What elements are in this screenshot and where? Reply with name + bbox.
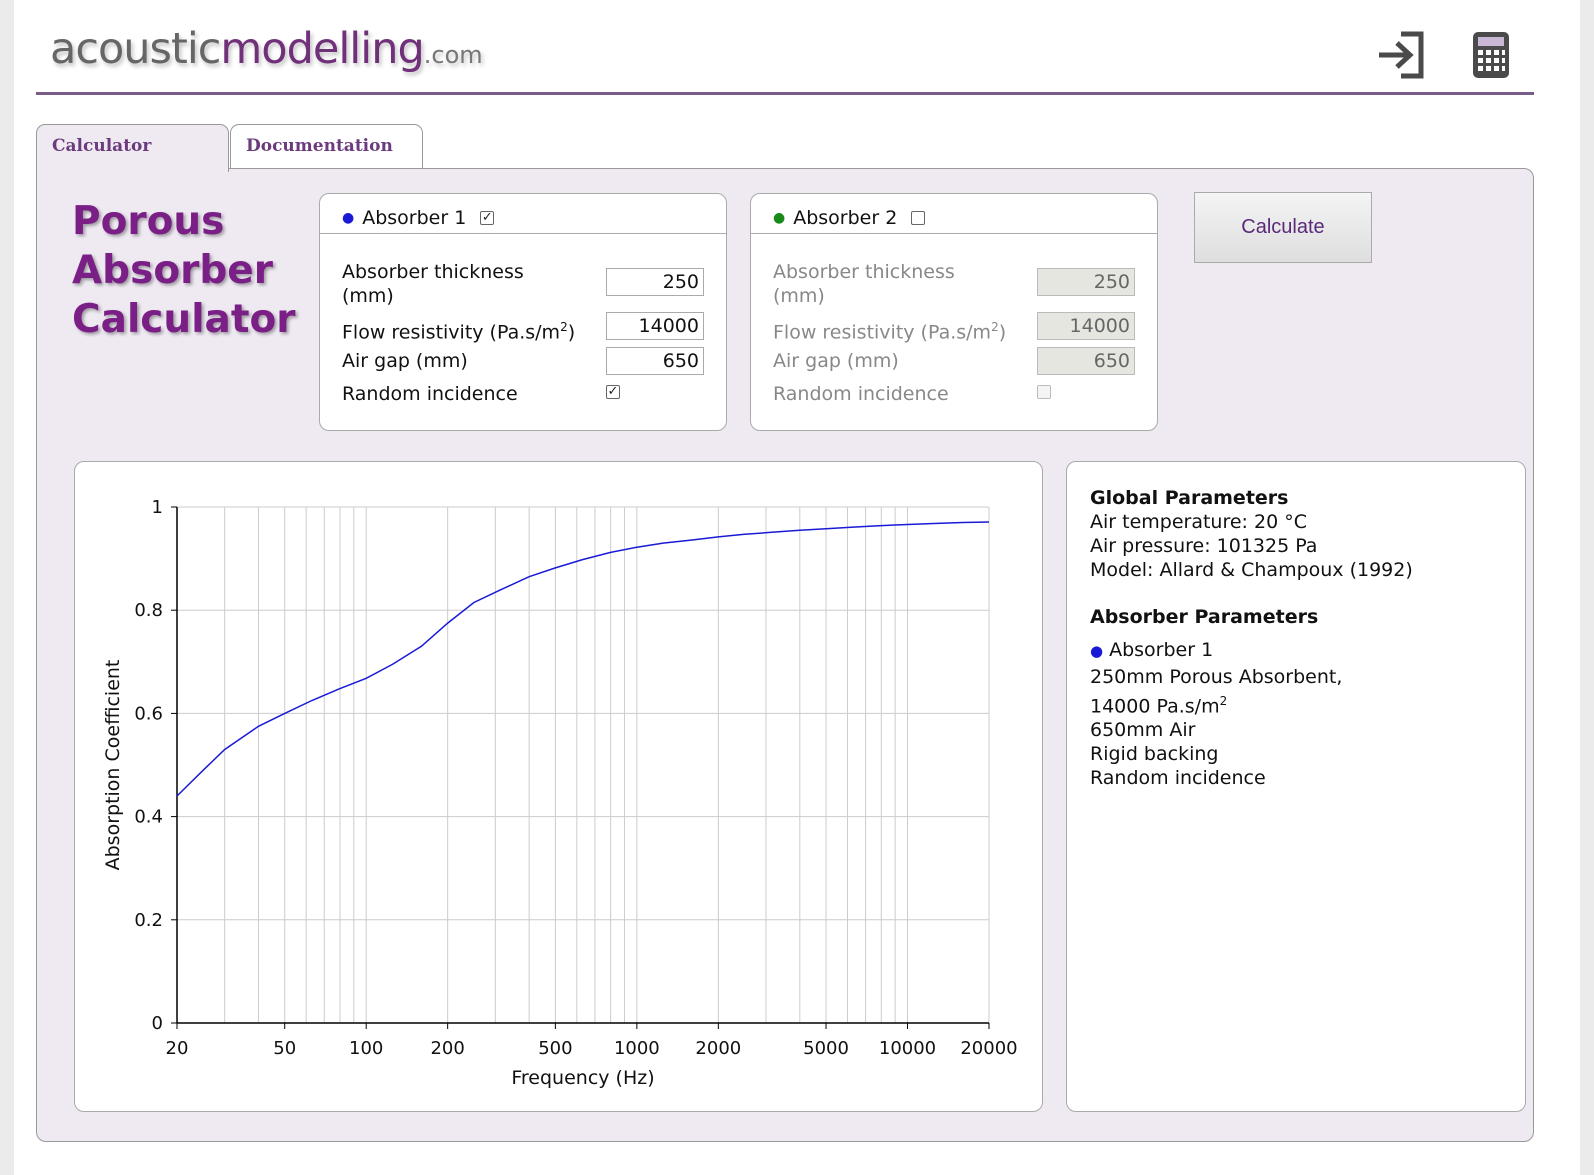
info-line-1: 250mm Porous Absorbent, — [1090, 666, 1343, 688]
logo-main: acoustic — [50, 24, 221, 74]
absorber-2-random-label: Random incidence — [773, 383, 949, 405]
absorber-1-random-label: Random incidence — [342, 383, 518, 405]
absorber-1-airgap-input[interactable]: 650 — [606, 347, 704, 375]
x-axis-label: Frequency (Hz) — [511, 1067, 654, 1089]
chart-panel: 0 0.2 0.4 0.6 0.8 1 20 50 100 200 500 1000 2000 5000 1… — [74, 461, 1043, 1112]
absorber-1-enable-checkbox[interactable]: ✓ — [480, 209, 495, 225]
x-tick-label: 10000 — [879, 1038, 936, 1059]
air-temperature: Air temperature: 20 °C — [1090, 511, 1307, 533]
absorber-1-flow-input[interactable]: 14000 — [606, 312, 704, 340]
calculator-icon[interactable] — [1462, 28, 1520, 82]
x-tick-label: 200 — [430, 1038, 464, 1059]
x-tick-label: 2000 — [695, 1038, 741, 1059]
absorber-2-flow-input[interactable]: 14000 — [1037, 312, 1135, 340]
site-logo[interactable]: acousticmodelling.com — [50, 24, 483, 74]
x-tick-label: 100 — [349, 1038, 383, 1059]
absorber-1-flow-label-sup: 2 — [560, 320, 568, 334]
logo-accent: modelling — [220, 24, 424, 74]
absorber-1-thickness-label-line2: (mm) — [342, 285, 394, 307]
absorber-1-flow-label: Flow resistivity (Pa.s/m2) — [342, 315, 575, 344]
absorber-1-flow-label-text: Flow resistivity (Pa.s/m — [342, 321, 561, 344]
absorber-2-panel: ● Absorber 2 Absorber thickness (mm) 250… — [750, 193, 1158, 431]
absorber-2-flow-label-text: Flow resistivity (Pa.s/m — [773, 321, 992, 344]
y-tick-label: 0 — [152, 1013, 163, 1034]
absorber-1-random-checkbox[interactable]: ✓ — [606, 384, 620, 399]
absorber-1-title: Absorber 1 — [362, 206, 467, 229]
absorber-1-panel: ● Absorber 1 ✓ Absorber thickness (mm) 2… — [319, 193, 727, 431]
tab-calculator-label: Calculator — [52, 136, 152, 156]
y-axis-label: Absorption Coefficient — [102, 660, 124, 871]
absorber-2-airgap-label: Air gap (mm) — [773, 350, 899, 372]
x-tick-label: 20 — [166, 1038, 189, 1059]
absorber-2-enable-checkbox[interactable] — [911, 210, 926, 225]
tab-documentation[interactable]: Documentation — [230, 124, 423, 170]
info-panel: Global Parameters Air temperature: 20 °C… — [1066, 461, 1526, 1112]
absorber-2-flow-label-end: ) — [998, 321, 1007, 344]
absorber-2-thickness-label-line1: Absorber thickness — [773, 261, 955, 283]
global-params-heading: Global Parameters — [1090, 487, 1289, 509]
absorber-2-flow-label: Flow resistivity (Pa.s/m2) — [773, 315, 1006, 344]
title-line-2: Absorber — [72, 248, 273, 293]
tab-calculator[interactable]: Calculator — [36, 124, 229, 172]
absorber-params-heading: Absorber Parameters — [1090, 606, 1319, 628]
sign-in-icon[interactable] — [1372, 28, 1430, 82]
absorber-1-thickness-label: Absorber thickness (mm) — [342, 260, 524, 308]
absorber-1-dot-icon: ● — [342, 209, 355, 226]
y-tick-label: 1 — [152, 497, 163, 518]
absorber-2-flow-label-sup: 2 — [991, 320, 999, 334]
x-tick-label: 50 — [273, 1038, 296, 1059]
page-title: Porous Absorber Calculator — [72, 197, 296, 344]
absorber-1-airgap-label: Air gap (mm) — [342, 350, 468, 372]
header-divider — [36, 92, 1534, 95]
y-tick-label: 0.4 — [134, 807, 163, 828]
info-line-5: Random incidence — [1090, 767, 1266, 790]
x-tick-label: 1000 — [614, 1038, 660, 1059]
title-line-3: Calculator — [72, 297, 296, 342]
x-tick-label: 20000 — [960, 1038, 1017, 1059]
info-absorber-name-row: ● Absorber 1 — [1090, 638, 1525, 663]
info-line-2: 14000 Pa.s/m2 — [1090, 689, 1525, 718]
absorption-chart: 0 0.2 0.4 0.6 0.8 1 20 50 100 200 500 1000 2000 5000 1… — [102, 497, 1018, 1089]
absorber-2-header: ● Absorber 2 — [751, 194, 1157, 234]
y-tick-label: 0.8 — [134, 600, 163, 621]
absorber-2-dot-icon: ● — [773, 209, 786, 226]
air-pressure: Air pressure: 101325 Pa — [1090, 535, 1318, 557]
info-line-4: Rigid backing — [1090, 743, 1219, 766]
title-line-1: Porous — [72, 199, 225, 244]
absorber-2-airgap-input[interactable]: 650 — [1037, 347, 1135, 375]
absorber-2-thickness-label-line2: (mm) — [773, 285, 825, 307]
absorber-2-thickness-input[interactable]: 250 — [1037, 268, 1135, 296]
info-absorber-dot-icon: ● — [1090, 642, 1104, 660]
absorber-2-title: Absorber 2 — [793, 206, 898, 229]
absorber-1-flow-label-end: ) — [567, 321, 576, 344]
logo-suffix: .com — [423, 41, 483, 69]
x-tick-label: 5000 — [803, 1038, 849, 1059]
info-absorber-name: Absorber 1 — [1109, 639, 1214, 661]
series-line — [176, 521, 990, 797]
absorber-2-random-checkbox[interactable] — [1037, 385, 1051, 399]
absorber-1-thickness-label-line1: Absorber thickness — [342, 261, 524, 283]
tab-documentation-label: Documentation — [246, 136, 393, 156]
info-line-2-sup: 2 — [1219, 694, 1228, 708]
calculate-button[interactable]: Calculate — [1194, 192, 1372, 263]
model-text: Model: Allard & Champoux (1992) — [1090, 559, 1413, 581]
absorber-1-thickness-input[interactable]: 250 — [606, 268, 704, 296]
absorber-2-thickness-label: Absorber thickness (mm) — [773, 260, 955, 308]
x-tick-label: 500 — [538, 1038, 572, 1059]
absorber-1-header: ● Absorber 1 ✓ — [320, 194, 726, 234]
info-line-3: 650mm Air — [1090, 719, 1196, 742]
info-line-2-text: 14000 Pa.s/m — [1090, 695, 1220, 718]
page: acousticmodelling.com Calculator Documen… — [14, 0, 1580, 1175]
y-tick-label: 0.2 — [134, 910, 163, 931]
y-tick-label: 0.6 — [134, 703, 163, 724]
